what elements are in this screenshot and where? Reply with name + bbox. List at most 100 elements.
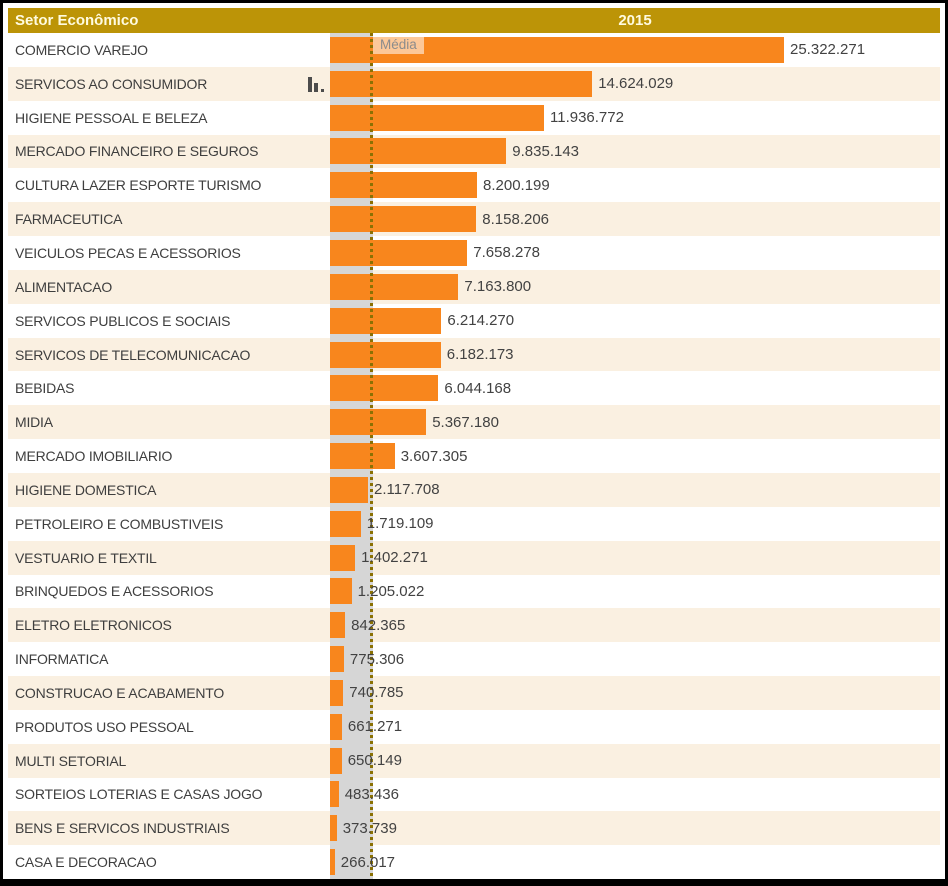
sector-label: CASA E DECORACAO [15,854,157,871]
table-row: BEBIDAS 6.044.168 [8,371,940,405]
sector-label: SORTEIOS LOTERIAS E CASAS JOGO [15,786,263,803]
value-label: 3.607.305 [400,447,468,465]
bar-cell: 842.365 [330,608,940,642]
bar-cell: 1.205.022 [330,575,940,609]
value-bar[interactable] [330,713,342,740]
bar-cell: 14.624.029 [330,67,940,101]
sector-cell: ELETRO ELETRONICOS [8,608,330,642]
sector-cell: MIDIA [8,405,330,439]
bar-cell: 8.200.199 [330,168,940,202]
value-bar[interactable] [330,781,339,808]
bar-cell: 7.658.278 [330,236,940,270]
value-bar[interactable] [330,70,593,97]
value-label: 775.306 [349,650,405,668]
table-row: CULTURA LAZER ESPORTE TURISMO 8.200.199 [8,168,940,202]
sector-label: PRODUTOS USO PESSOAL [15,718,194,735]
table-row: MERCADO IMOBILIARIO 3.607.305 [8,439,940,473]
bar-cell: 650.149 [330,744,940,778]
table-row: PRODUTOS USO PESSOAL 661.271 [8,710,940,744]
value-label: 6.214.270 [447,312,515,330]
value-bar[interactable] [330,172,477,199]
table-row: PETROLEIRO E COMBUSTIVEIS 1.719.109 [8,507,940,541]
table-row: INFORMATICA 775.306 [8,642,940,676]
sector-cell: HIGIENE PESSOAL E BELEZA [8,101,330,135]
sector-label: VESTUARIO E TEXTIL [15,549,157,566]
column-header-year[interactable]: 2015 [618,12,652,29]
sector-label: SERVICOS PUBLICOS E SOCIAIS [15,312,231,329]
rows: COMERCIO VAREJO 25.322.271 SERVICOS AO CON… [8,33,940,879]
value-label: 740.785 [349,684,404,702]
value-bar[interactable] [330,612,346,639]
value-bar[interactable] [330,239,468,266]
sector-cell: VESTUARIO E TEXTIL [8,541,330,575]
bar-cell: 775.306 [330,642,940,676]
value-label: 6.182.173 [446,346,514,364]
value-bar[interactable] [330,307,442,334]
bar-cell: 661.271 [330,710,940,744]
bar-cell: 483.436 [330,778,940,812]
sector-label: CONSTRUCAO E ACABAMENTO [15,684,225,701]
sector-label: SERVICOS DE TELECOMUNICACAO [15,346,251,363]
table-row: SORTEIOS LOTERIAS E CASAS JOGO 483.436 [8,778,940,812]
sector-cell: SERVICOS DE TELECOMUNICACAO [8,338,330,372]
table-row: MULTI SETORIAL 650.149 [8,743,940,778]
sector-label: MERCADO IMOBILIARIO [15,448,173,465]
sector-cell: BENS E SERVICOS INDUSTRIAIS [8,811,330,845]
table-row: FARMACEUTICA 8.158.206 [8,202,940,237]
sector-label: HIGIENE PESSOAL E BELEZA [15,109,208,126]
table-row: MIDIA 5.367.180 [8,405,940,440]
value-bar[interactable] [330,206,477,233]
sector-label: MULTI SETORIAL [15,752,127,769]
sector-cell: INFORMATICA [8,642,330,676]
value-bar[interactable] [330,443,395,470]
value-label: 14.624.029 [598,75,674,93]
sector-label: INFORMATICA [15,651,109,668]
value-bar[interactable] [330,409,427,436]
value-bar[interactable] [330,578,352,605]
value-label: 6.044.168 [444,379,512,397]
value-label: 25.322.271 [790,41,866,59]
column-header-sector[interactable]: Setor Econômico [15,12,139,29]
table-row: ELETRO ELETRONICOS 842.365 [8,608,940,643]
sector-label: BRINQUEDOS E ACESSORIOS [15,583,214,600]
bar-cell: 6.182.173 [330,338,940,372]
value-label: 8.158.206 [482,210,550,228]
table-row: MERCADO FINANCEIRO E SEGUROS 9.835.143 [8,134,940,169]
value-label: 5.367.180 [432,413,499,431]
value-bar[interactable] [330,815,337,842]
value-label: 1.205.022 [357,582,425,600]
sector-cell: SERVICOS PUBLICOS E SOCIAIS [8,304,330,338]
value-label: 8.200.199 [483,176,550,194]
value-bar[interactable] [330,375,439,402]
value-bar[interactable] [330,646,344,673]
table-row: SERVICOS AO CONSUMIDOR 14.624.029 [8,66,940,101]
value-bar[interactable] [330,341,441,368]
table-row: ALIMENTACAO 7.163.800 [8,269,940,304]
value-bar[interactable] [330,544,356,571]
table-row: VEICULOS PECAS E ACESSORIOS 7.658.278 [8,236,940,270]
value-bar[interactable] [330,679,344,706]
value-bar[interactable] [330,104,544,131]
sector-label: MERCADO FINANCEIRO E SEGUROS [15,143,259,160]
value-bar[interactable] [330,747,342,774]
table-row: CONSTRUCAO E ACABAMENTO 740.785 [8,676,940,710]
value-label: 1.402.271 [361,549,428,567]
bar-cell: 373.739 [330,811,940,845]
media-line-label: Média [373,35,424,54]
table-row: HIGIENE DOMESTICA 2.117.708 [8,472,940,507]
sector-label: MIDIA [15,414,53,431]
value-bar[interactable] [330,510,361,537]
bar-cell: 1.719.109 [330,507,940,541]
value-bar[interactable] [330,273,459,300]
value-bar[interactable] [330,849,335,876]
value-bar[interactable] [330,476,368,503]
value-label: 7.658.278 [473,244,541,262]
value-bar[interactable] [330,138,507,165]
sector-label: CULTURA LAZER ESPORTE TURISMO [15,177,262,194]
bar-cell: 266.017 [330,845,940,879]
bar-cell: 1.402.271 [330,541,940,575]
bar-cell: 6.214.270 [330,304,940,338]
sector-cell: MULTI SETORIAL [8,744,330,778]
value-label: 1.719.109 [366,515,434,533]
table-row: BRINQUEDOS E ACESSORIOS 1.205.022 [8,575,940,609]
